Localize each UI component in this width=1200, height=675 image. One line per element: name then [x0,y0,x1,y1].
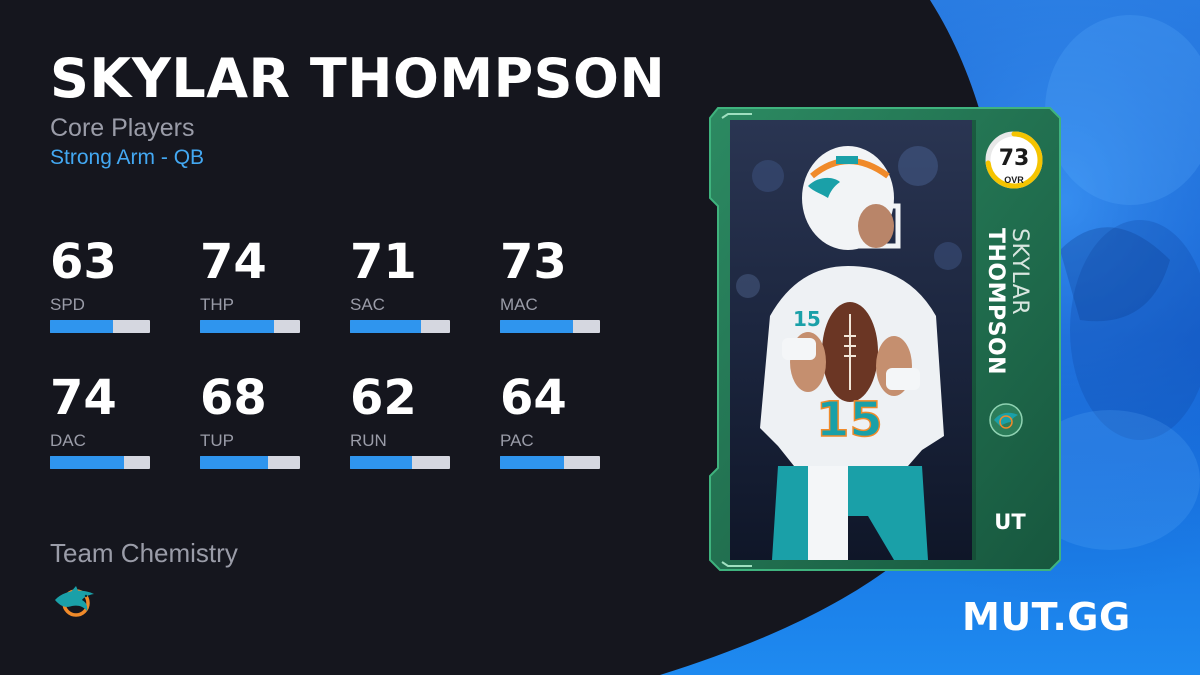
player-info: SKYLAR THOMPSON Core Players Strong Arm … [50,48,670,172]
stat-bar [350,320,450,333]
stat-label: SAC [350,295,385,314]
stat-bar-fill [500,456,564,469]
stat-tup: 68 TUP [200,368,350,504]
stat-value: 64 [500,370,567,426]
stats-grid: 63 SPD 74 THP 71 SAC 73 MAC 74 DAC 68 TU… [50,232,650,504]
player-name: SKYLAR THOMPSON [50,47,666,110]
archetype-label: Strong Arm - QB [50,146,205,169]
stat-sac: 71 SAC [350,232,500,368]
stat-label: RUN [350,431,387,450]
stat-dac: 74 DAC [50,368,200,504]
stat-value: 71 [350,234,417,290]
ovr-value: 73 [998,146,1030,171]
stat-mac: 73 MAC [500,232,650,368]
ovr-ring-fill [985,131,1043,189]
card-badge: UT [994,510,1026,534]
stat-label: THP [200,295,234,314]
stat-label: PAC [500,431,534,450]
stat-bar-fill [50,320,113,333]
svg-text:15: 15 [793,307,821,331]
stat-bar [50,456,150,469]
ovr-label: OVR [1004,175,1024,185]
stat-bar [500,456,600,469]
program-label: Core Players [50,114,195,142]
stat-bar-fill [350,320,421,333]
stat-bar [500,320,600,333]
stat-bar-fill [50,456,124,469]
stat-bar [200,456,300,469]
stat-value: 63 [50,234,117,290]
stat-bar [200,320,300,333]
stat-value: 74 [50,370,117,426]
stat-value: 68 [200,370,267,426]
stat-thp: 74 THP [200,232,350,368]
svg-text:15: 15 [816,392,883,448]
stat-bar-fill [200,320,274,333]
card-first-name: SKYLAR [1007,228,1032,316]
stat-label: SPD [50,295,85,314]
stat-bar-fill [500,320,573,333]
dolphins-logo-icon[interactable] [52,584,98,618]
card-player-name: SKYLAR THOMPSON [980,228,1050,378]
stat-spd: 63 SPD [50,232,200,368]
card-last-name: THOMPSON [983,228,1008,376]
stat-pac: 64 PAC [500,368,650,504]
brand-logo[interactable]: MUT.GG [962,595,1131,639]
stat-label: DAC [50,431,86,450]
stat-bar [350,456,450,469]
stat-label: TUP [200,431,234,450]
stat-value: 62 [350,370,417,426]
stat-label: MAC [500,295,538,314]
team-chemistry-title: Team Chemistry [50,538,238,568]
stat-bar [50,320,150,333]
stat-bar-fill [200,456,268,469]
player-card[interactable]: 15 15 [708,106,1062,572]
stat-run: 62 RUN [350,368,500,504]
stat-bar-fill [350,456,412,469]
stat-value: 73 [500,234,567,290]
stat-value: 74 [200,234,267,290]
